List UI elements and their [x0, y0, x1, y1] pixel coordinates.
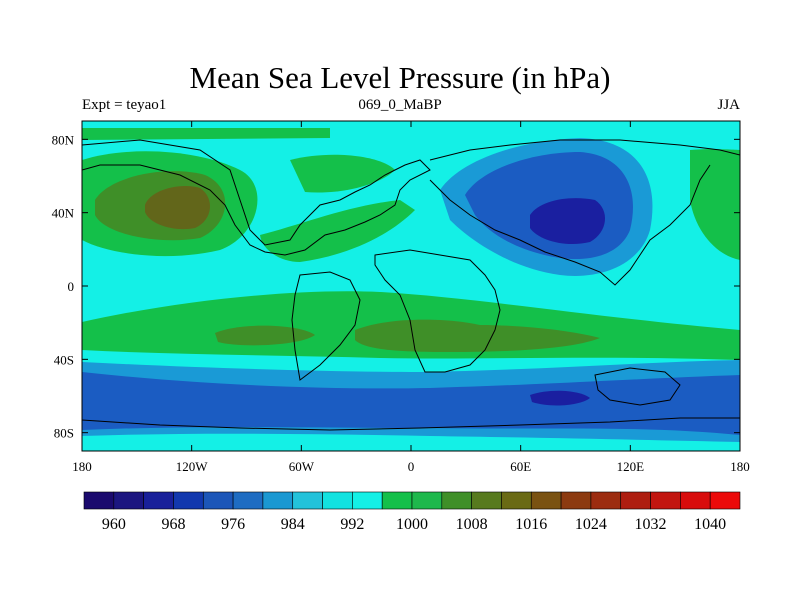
- colorbar-swatch: [113, 491, 144, 510]
- coast-eurasia: [429, 139, 740, 286]
- coastlines: [82, 139, 740, 431]
- colorbar-swatch: [650, 491, 681, 510]
- colorbar-labels: 960 968 976 984 992 1000 1008 1016 1024 1032 1040: [102, 516, 726, 533]
- period-label: 069_0_MaBP: [358, 97, 442, 113]
- colorbar-swatch: [352, 491, 383, 510]
- page-title: Mean Sea Level Pressure (in hPa): [189, 60, 611, 95]
- lat-label: 40N: [52, 206, 75, 221]
- colorbar-swatch: [381, 491, 413, 510]
- coast-australia: [594, 367, 681, 406]
- colorbar-swatch: [560, 491, 592, 510]
- lat-label: 80S: [54, 426, 74, 441]
- lat-label: 0: [68, 279, 75, 294]
- lat-label: 80N: [52, 132, 75, 147]
- lon-label: 180: [730, 459, 750, 474]
- higher-south-pacific: [215, 325, 315, 346]
- lat-label: 40S: [54, 352, 74, 367]
- lon-label: 180: [72, 459, 92, 474]
- colorbar-swatch: [590, 491, 622, 510]
- low-asia-core: [530, 198, 606, 245]
- colorbar-swatch: [292, 491, 323, 510]
- coast-africa-south-america: [291, 249, 501, 381]
- colorbar-swatch: [173, 491, 204, 510]
- lon-label: 60W: [289, 459, 315, 474]
- high-arctic-strip: [82, 128, 330, 140]
- pressure-field: [82, 121, 740, 451]
- season-label: JJA: [717, 97, 740, 113]
- colorbar: [83, 491, 741, 510]
- colorbar-label: 992: [340, 516, 364, 533]
- colorbar-swatch: [501, 491, 532, 510]
- coast-north-america: [82, 139, 431, 256]
- experiment-label: Expt = teyao1: [82, 97, 167, 113]
- colorbar-swatch: [232, 491, 264, 510]
- colorbar-swatch: [83, 491, 115, 510]
- lon-label: 60E: [510, 459, 531, 474]
- colorbar-label: 976: [221, 516, 245, 533]
- low-southern-ocean-mid: [82, 372, 740, 435]
- high-greenland: [290, 154, 395, 193]
- colorbar-label: 984: [281, 516, 305, 533]
- colorbar-swatch: [680, 491, 711, 510]
- colorbar-swatch: [530, 491, 562, 510]
- coast-antarctica: [82, 417, 740, 431]
- colorbar-swatch: [262, 491, 294, 510]
- colorbar-label: 1000: [396, 516, 428, 533]
- colorbar-label: 1024: [575, 516, 607, 533]
- highest-north-pacific: [145, 185, 211, 230]
- colorbar-swatch: [143, 491, 174, 510]
- colorbar-swatch: [322, 491, 353, 510]
- colorbar-label: 1040: [694, 516, 726, 533]
- colorbar-swatch: [441, 491, 472, 510]
- colorbar-swatch: [411, 491, 443, 510]
- latitude-axis: 80N 40N 0 40S 80S: [52, 132, 740, 441]
- colorbar-label: 968: [161, 516, 185, 533]
- normal-south-strip: [82, 433, 740, 451]
- higher-south-atlantic: [355, 319, 600, 352]
- colorbar-swatch: [202, 491, 234, 510]
- longitude-axis: 180 120W 60W 0 60E 120E 180: [72, 121, 750, 474]
- lon-label: 120W: [176, 459, 209, 474]
- lon-label: 0: [408, 459, 415, 474]
- colorbar-label: 1016: [515, 516, 547, 533]
- colorbar-swatch: [471, 491, 502, 510]
- colorbar-swatch: [709, 491, 741, 510]
- colorbar-label: 1032: [635, 516, 667, 533]
- low-southern-core: [530, 390, 590, 406]
- lon-label: 120E: [617, 459, 645, 474]
- high-north-atlantic: [260, 200, 415, 262]
- colorbar-swatch: [620, 491, 651, 510]
- colorbar-label: 1008: [456, 516, 488, 533]
- colorbar-label: 960: [102, 516, 126, 533]
